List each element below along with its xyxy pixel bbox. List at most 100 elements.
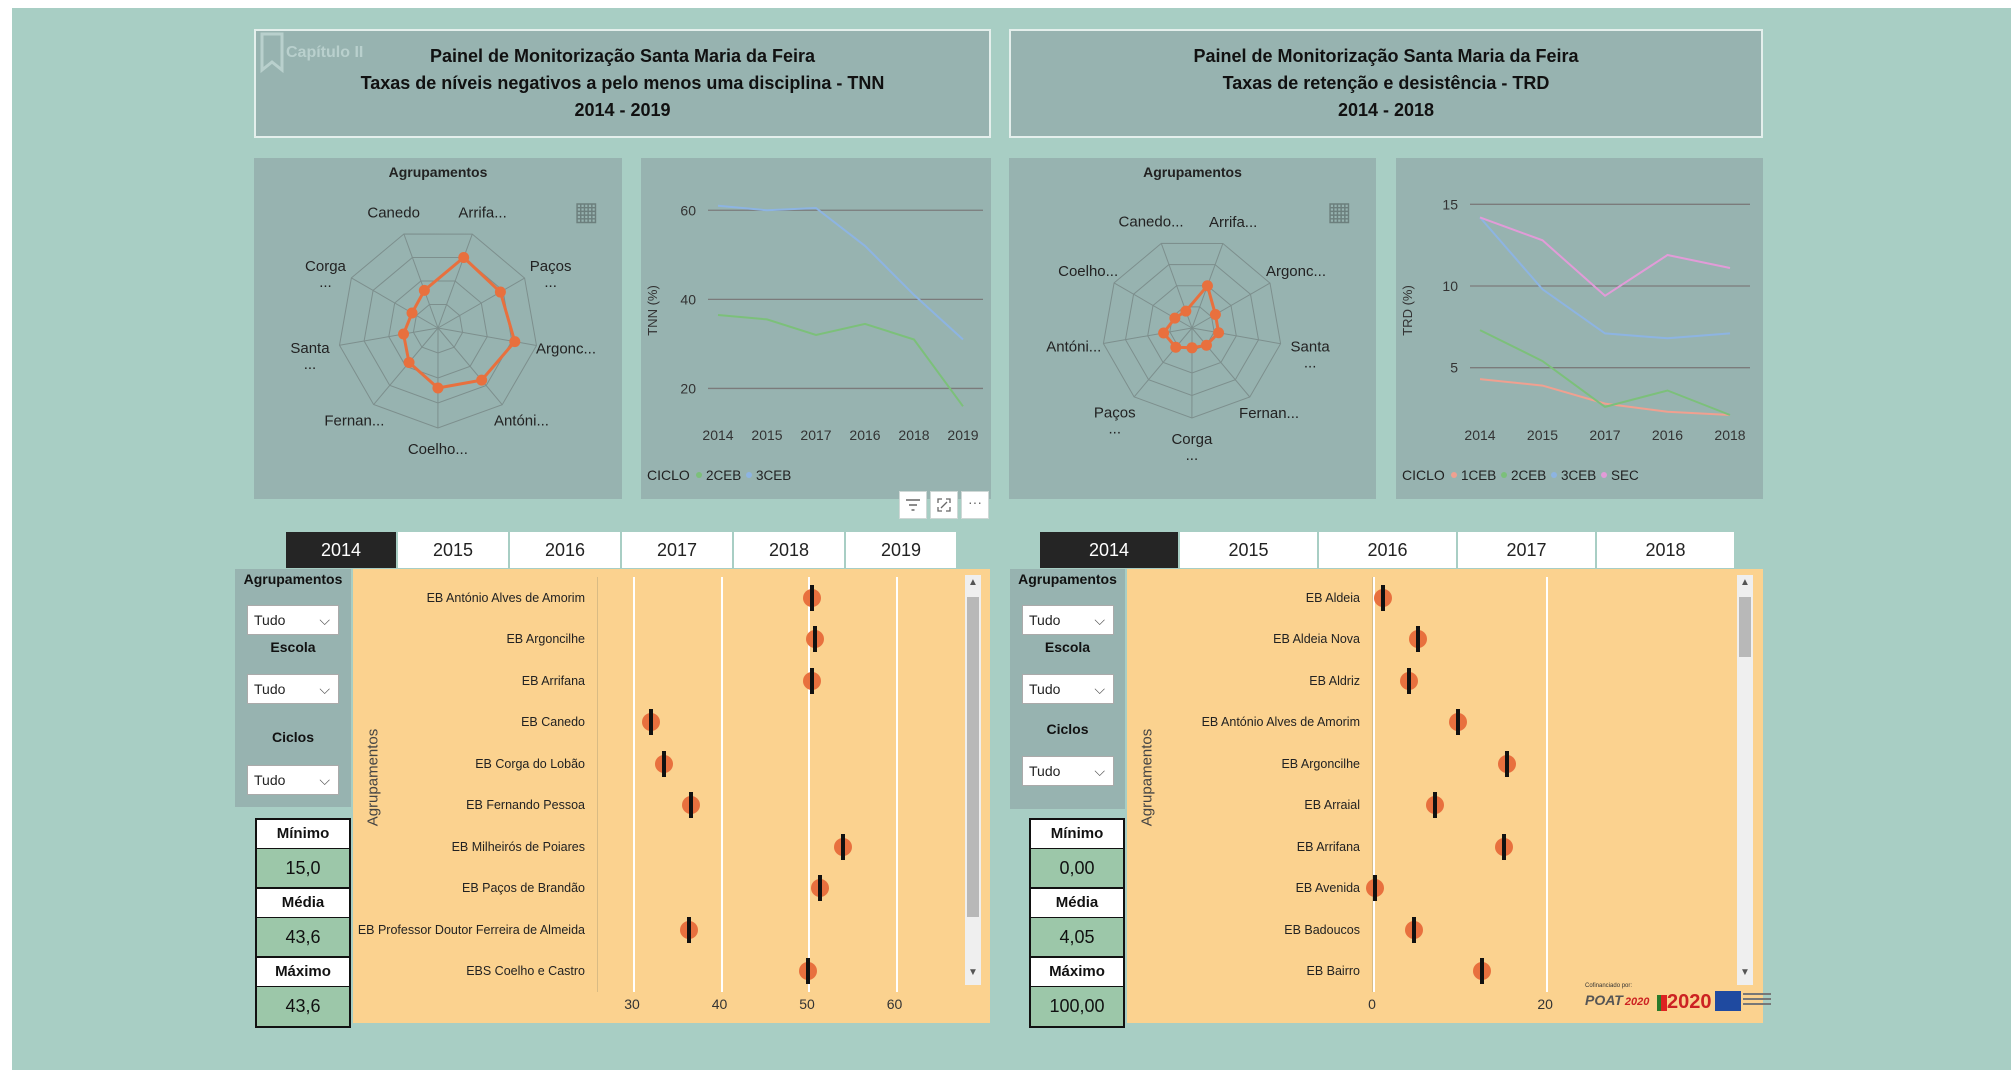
- category-label: EB Aldriz: [1309, 673, 1360, 688]
- focus-mode-icon[interactable]: [930, 491, 958, 519]
- y-tick-label: 40: [680, 291, 696, 307]
- x-tick-label: 2014: [1464, 427, 1495, 443]
- radar-axis-label: Santa: [1291, 339, 1331, 356]
- x-tick-label: 2017: [800, 427, 831, 443]
- scroll-up-icon[interactable]: ▲: [968, 577, 978, 588]
- chevron-down-icon: ⌵: [319, 681, 330, 697]
- radar-axis-label: Canedo: [367, 204, 420, 221]
- tab-2015[interactable]: 2015: [398, 532, 508, 568]
- radar-grid-ring: [338, 233, 538, 429]
- ciclos-dropdown[interactable]: Tudo ⌵: [247, 765, 339, 795]
- line-left-chart: 20 40 60 2014 2015 2017 2016 2018 2019 TNN (%) CIC…: [645, 202, 983, 483]
- radar-point: [1186, 342, 1198, 354]
- dropdown-value: Tudo: [1029, 681, 1061, 697]
- scrollbar[interactable]: [1737, 575, 1753, 985]
- table-view-icon[interactable]: ▦: [574, 196, 599, 226]
- tab-2014[interactable]: 2014: [286, 532, 396, 568]
- header-right: Painel de Monitorização Santa Maria da F…: [1009, 29, 1763, 138]
- slicer-agrupamentos-label: Agrupamentos: [1018, 571, 1117, 587]
- category-label: EB Badoucos: [1284, 922, 1360, 937]
- dropdown-value: Tudo: [254, 681, 286, 697]
- ciclos-dropdown[interactable]: Tudo ⌵: [1022, 756, 1114, 786]
- category-label: EB Arraial: [1304, 798, 1360, 813]
- x-tick-label: 0: [1368, 996, 1376, 1012]
- slicer-escola-label: Escola: [1044, 639, 1091, 655]
- x-tick-label: 2016: [849, 427, 880, 443]
- error-bar: [661, 750, 666, 777]
- agrupamentos-dropdown[interactable]: Tudo ⌵: [247, 605, 339, 635]
- category-label: EB Milheirós de Poiares: [451, 839, 585, 854]
- card-maximo: Máximo 43,6: [255, 956, 351, 1028]
- line-right-chart: 5 10 15 2014 2015 2017 2016 2018 TRD (%) CICLO 1CE…: [1400, 196, 1750, 483]
- card-media-value: 4,05: [1031, 918, 1123, 957]
- portugal2020-logo: 2020: [1657, 991, 1712, 1014]
- tab-2018[interactable]: 2018: [1597, 532, 1734, 568]
- header-left: Painel de Monitorização Santa Maria da F…: [254, 29, 991, 138]
- header-right-subtitle: Taxas de retenção e desistência - TRD: [1222, 73, 1550, 93]
- error-bar: [1505, 750, 1510, 777]
- gridline: [1546, 577, 1549, 992]
- tab-2014[interactable]: 2014: [1040, 532, 1178, 568]
- gridline: [720, 577, 723, 992]
- scroll-down-icon[interactable]: ▼: [968, 967, 978, 978]
- radar-axis-label: Argonc...: [1266, 263, 1326, 280]
- radar-spoke: [351, 277, 439, 329]
- radar-spoke: [1103, 327, 1193, 345]
- tab-2017[interactable]: 2017: [622, 532, 732, 568]
- scroll-up-icon[interactable]: ▲: [1740, 577, 1750, 588]
- radar-spoke: [403, 233, 439, 329]
- table-view-icon[interactable]: ▦: [1327, 196, 1352, 226]
- scatter-left-labels: EB António Alves de Amorim EB Argoncilhe E…: [353, 577, 593, 992]
- card-media-value: 43,6: [257, 918, 349, 957]
- agrupamentos-dropdown[interactable]: Tudo ⌵: [1022, 605, 1114, 635]
- escola-dropdown[interactable]: Tudo ⌵: [1022, 674, 1114, 704]
- gridline: [633, 577, 635, 992]
- error-bar: [810, 584, 815, 611]
- radar-axis-label: Coelho...: [408, 441, 468, 458]
- tab-2017[interactable]: 2017: [1458, 532, 1595, 568]
- scatter-right-labels: EB Aldeia EB Aldeia Nova EB Aldriz EB Antón…: [1127, 577, 1368, 992]
- card-minimo-value: 15,0: [257, 849, 349, 888]
- legend-label: 1CEB: [1461, 468, 1496, 483]
- tab-2015[interactable]: 2015: [1180, 532, 1317, 568]
- scrollbar-thumb[interactable]: [1739, 597, 1751, 657]
- y-tick-label: 20: [680, 380, 696, 396]
- escola-dropdown[interactable]: Tudo ⌵: [247, 674, 339, 704]
- gridline: [808, 577, 810, 992]
- error-bar: [1455, 709, 1460, 736]
- category-label: EB Corga do Lobão: [475, 756, 585, 771]
- tab-2018[interactable]: 2018: [734, 532, 844, 568]
- gridline: [1373, 577, 1375, 992]
- category-label: EB Bairro: [1306, 964, 1361, 979]
- scroll-down-icon[interactable]: ▼: [1740, 967, 1750, 978]
- more-options-icon[interactable]: ···: [961, 491, 989, 519]
- filter-icon[interactable]: [899, 491, 927, 519]
- legend-label: SEC: [1611, 468, 1639, 483]
- slicers-left: Agrupamentos Tudo ⌵ Escola Tudo ⌵ Ciclos T…: [235, 569, 351, 807]
- chevron-down-icon: ⌵: [1094, 612, 1105, 628]
- category-label: EB Fernando Pessoa: [466, 798, 585, 813]
- chapter-link[interactable]: Capítulo II: [258, 32, 368, 76]
- tab-2019[interactable]: 2019: [846, 532, 956, 568]
- slicers-right: Agrupamentos Tudo ⌵ Escola Tudo ⌵ Ciclos T…: [1010, 569, 1125, 809]
- card-maximo-value: 100,00: [1031, 987, 1123, 1026]
- error-bar: [688, 792, 693, 819]
- card-minimo: Mínimo 0,00: [1029, 818, 1125, 890]
- x-tick-label: 2014: [702, 427, 733, 443]
- radar-point: [1158, 327, 1170, 339]
- series-line-1ceb: [1479, 378, 1731, 416]
- portugal2020-year: 2020: [1667, 991, 1712, 1013]
- scrollbar-thumb[interactable]: [967, 597, 979, 917]
- radar-grid-ring: [1147, 285, 1237, 374]
- radar-spoke: [437, 233, 473, 329]
- radar-grid-ring: [1124, 263, 1260, 397]
- radar-point: [398, 328, 410, 340]
- poat-year: 2020: [1624, 996, 1650, 1008]
- card-maximo-label: Máximo: [1031, 958, 1123, 987]
- legend-label: 2CEB: [1511, 468, 1546, 483]
- x-tick-label: 2015: [751, 427, 782, 443]
- category-label: EB Paços de Brandão: [462, 881, 585, 896]
- tab-2016[interactable]: 2016: [510, 532, 620, 568]
- tab-2016[interactable]: 2016: [1319, 532, 1456, 568]
- card-maximo-label: Máximo: [257, 958, 349, 987]
